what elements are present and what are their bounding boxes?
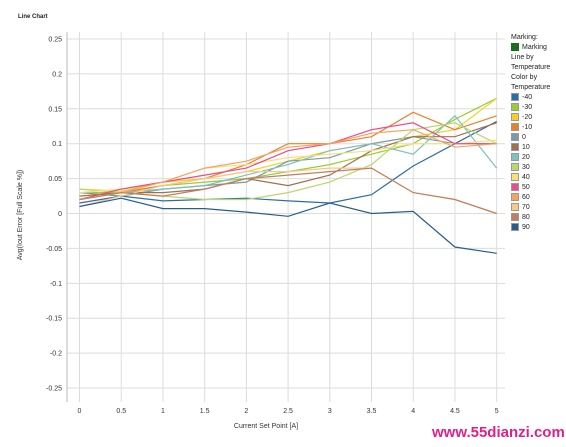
x-tick-label: 0 xyxy=(78,408,82,415)
legend-item--30[interactable]: -30 xyxy=(511,102,566,112)
legend-swatch xyxy=(511,133,519,141)
legend-item-90[interactable]: 90 xyxy=(511,222,566,232)
legend-label: -10 xyxy=(522,123,533,131)
legend-label: 10 xyxy=(522,143,530,151)
series-lines xyxy=(79,97,498,254)
x-tick-label: 2.5 xyxy=(283,408,293,415)
series-line-80[interactable] xyxy=(79,167,497,215)
legend-color-by-value[interactable]: Temperature xyxy=(511,84,551,91)
legend-item-0[interactable]: 0 xyxy=(511,132,566,142)
y-tick-label: 0.2 xyxy=(52,71,62,78)
legend-swatch xyxy=(511,123,519,131)
legend-items: -40 -30 -20 -10 0 10 20 30 40 50 60 70 80 90 xyxy=(511,92,566,232)
chart-title: Line Chart xyxy=(18,14,48,20)
legend-line-by-title: Line by xyxy=(511,54,534,61)
legend-swatch xyxy=(511,93,519,101)
x-axis-label: Current Set Point [A] xyxy=(234,423,298,430)
x-tick-label: 4.5 xyxy=(450,408,460,415)
y-ticks: 0.25 0.2 0.15 0.1 0.05 0 -0.05 -0.1 -0.15 -0.2 -0.… xyxy=(46,36,62,392)
legend-marking-item[interactable]: Marking xyxy=(511,42,566,52)
y-tick-label: 0 xyxy=(58,211,62,218)
legend-line-by-value[interactable]: Temperature xyxy=(511,64,551,71)
legend-marking-label: Marking xyxy=(522,43,547,51)
y-tick-label: -0.15 xyxy=(46,316,62,323)
y-tick-label: 0.15 xyxy=(48,106,62,113)
grid xyxy=(66,32,505,402)
y-tick-label: 0.25 xyxy=(48,36,62,43)
legend-label: 50 xyxy=(522,183,530,191)
legend-label: -30 xyxy=(522,103,533,111)
legend-marking-title: Marking: xyxy=(511,34,538,41)
legend-item-40[interactable]: 40 xyxy=(511,172,566,182)
x-tick-label: 3.5 xyxy=(367,408,377,415)
plot-area[interactable]: 0.25 0.2 0.15 0.1 0.05 0 -0.05 -0.1 -0.15 -0.2 -0.… xyxy=(0,0,510,447)
series-line-90[interactable] xyxy=(79,197,497,254)
legend-item--10[interactable]: -10 xyxy=(511,122,566,132)
legend-item-10[interactable]: 10 xyxy=(511,142,566,152)
series-line--10[interactable] xyxy=(79,111,497,201)
legend-item-70[interactable]: 70 xyxy=(511,202,566,212)
legend-swatch xyxy=(511,153,519,161)
legend-label: -20 xyxy=(522,113,533,121)
legend-label: 90 xyxy=(522,223,530,231)
legend-item-30[interactable]: 30 xyxy=(511,162,566,172)
series-line-0[interactable] xyxy=(79,136,497,197)
legend-item-50[interactable]: 50 xyxy=(511,182,566,192)
series-line-20[interactable] xyxy=(79,114,498,201)
legend-item-80[interactable]: 80 xyxy=(511,212,566,222)
x-tick-label: 0.5 xyxy=(116,408,126,415)
y-tick-label: -0.05 xyxy=(46,246,62,253)
legend-swatch xyxy=(511,143,519,151)
legend-item-60[interactable]: 60 xyxy=(511,192,566,202)
legend-swatch xyxy=(511,223,519,231)
x-tick-label: 2 xyxy=(244,408,248,415)
legend-swatch xyxy=(511,163,519,171)
watermark: www.55dianzi.com xyxy=(432,424,565,441)
y-tick-label: 0.05 xyxy=(48,176,62,183)
legend-label: 20 xyxy=(522,153,530,161)
legend-item--40[interactable]: -40 xyxy=(511,92,566,102)
x-tick-label: 4 xyxy=(411,408,415,415)
legend-swatch xyxy=(511,173,519,181)
legend-item--20[interactable]: -20 xyxy=(511,112,566,122)
legend-label: 60 xyxy=(522,193,530,201)
legend-swatch xyxy=(511,193,519,201)
y-tick-label: -0.2 xyxy=(50,351,62,358)
legend-label: 40 xyxy=(522,173,530,181)
marking-swatch xyxy=(511,43,519,51)
series-line-60[interactable] xyxy=(79,129,497,201)
series-line-10[interactable] xyxy=(79,122,497,197)
y-tick-label: -0.1 xyxy=(50,281,62,288)
series-line-50[interactable] xyxy=(79,122,497,201)
legend-label: -40 xyxy=(522,93,533,101)
x-tick-label: 3 xyxy=(328,408,332,415)
legend-color-by-title: Color by xyxy=(511,74,538,81)
x-tick-label: 1 xyxy=(161,408,165,415)
x-tick-label: 1.5 xyxy=(200,408,210,415)
legend-swatch xyxy=(511,113,519,121)
legend: Marking: Marking Line by Temperature Col… xyxy=(511,32,566,232)
legend-label: 0 xyxy=(522,133,526,141)
legend-swatch xyxy=(511,213,519,221)
x-tick-label: 5 xyxy=(495,408,499,415)
legend-swatch xyxy=(511,203,519,211)
legend-swatch xyxy=(511,103,519,111)
legend-label: 70 xyxy=(522,203,530,211)
x-ticks: 0 0.5 1 1.5 2 2.5 3 3.5 4 4.5 5 xyxy=(78,408,499,415)
legend-swatch xyxy=(511,183,519,191)
legend-item-20[interactable]: 20 xyxy=(511,152,566,162)
y-tick-label: -0.25 xyxy=(46,386,62,393)
legend-label: 30 xyxy=(522,163,530,171)
legend-label: 80 xyxy=(522,213,530,221)
y-tick-label: 0.1 xyxy=(52,141,62,148)
series-line--40[interactable] xyxy=(79,120,497,204)
y-axis-label: Avg(Iout Error [Full Scale %]) xyxy=(17,170,24,261)
